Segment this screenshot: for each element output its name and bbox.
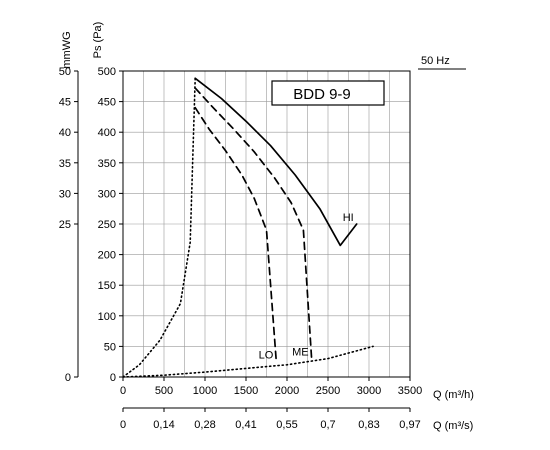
y-primary-tick-label: 350 xyxy=(98,158,116,170)
x-secondary-tick-label: 0 xyxy=(120,419,126,431)
y-primary-tick-label: 250 xyxy=(98,219,116,231)
y-primary-tick-label: 50 xyxy=(104,341,116,353)
x-primary-tick-label: 2000 xyxy=(275,385,299,397)
x-secondary-tick-label: 0,41 xyxy=(235,419,256,431)
grid-lines xyxy=(123,71,410,377)
axes: 0501001502002503003504004505000253035404… xyxy=(59,66,422,431)
system-boundary-line xyxy=(122,77,196,378)
system-boundary-line xyxy=(122,345,374,378)
x-secondary-tick-label: 0,28 xyxy=(194,419,215,431)
series-line-me xyxy=(194,87,313,360)
x-primary-tick-label: 2500 xyxy=(316,385,340,397)
y-secondary-tick-label: 45 xyxy=(59,97,71,109)
chart-title: BDD 9-9 xyxy=(293,86,351,103)
x-secondary-tick-label: 0,97 xyxy=(399,419,420,431)
y-primary-tick-label: 500 xyxy=(98,66,116,78)
y-secondary-tick-label: 25 xyxy=(59,219,71,231)
x-primary-tick-label: 1000 xyxy=(193,385,217,397)
series-label-lo: LO xyxy=(259,350,274,362)
series-label-hi: HI xyxy=(343,212,354,224)
x-secondary-axis-label: Q (m³/s) xyxy=(433,420,473,432)
x-secondary-tick-label: 0,14 xyxy=(153,419,174,431)
y-primary-tick-label: 200 xyxy=(98,250,116,262)
y-secondary-tick-label: 35 xyxy=(59,158,71,170)
x-primary-axis-label: Q (m³/h) xyxy=(433,389,474,401)
x-primary-tick-label: 500 xyxy=(155,385,173,397)
x-primary-tick-label: 3500 xyxy=(398,385,422,397)
y-secondary-axis-label: mmWG xyxy=(61,31,73,68)
model-title-box xyxy=(271,80,385,106)
y-primary-tick-label: 0 xyxy=(110,372,116,384)
y-primary-axis-label: Ps (Pa) xyxy=(92,22,104,59)
series-labels: HI ME LO xyxy=(259,212,354,362)
y-secondary-tick-label: 50 xyxy=(59,66,71,78)
y-secondary-tick-label: 30 xyxy=(59,188,71,200)
x-primary-tick-label: 1500 xyxy=(234,385,258,397)
y-primary-tick-label: 300 xyxy=(98,188,116,200)
series-line-lo xyxy=(194,106,278,363)
y-primary-tick-label: 100 xyxy=(98,311,116,323)
x-secondary-tick-label: 0,55 xyxy=(276,419,297,431)
y-primary-tick-label: 150 xyxy=(98,280,116,292)
y-secondary-tick-label: 40 xyxy=(59,127,71,139)
series-label-me: ME xyxy=(292,347,309,359)
x-secondary-tick-label: 0,83 xyxy=(358,419,379,431)
x-primary-tick-label: 0 xyxy=(120,385,126,397)
x-primary-tick-label: 3000 xyxy=(357,385,381,397)
y-primary-tick-label: 450 xyxy=(98,97,116,109)
series-line-hi xyxy=(194,77,358,247)
y-secondary-tick-label: 0 xyxy=(65,372,71,384)
y-primary-tick-label: 400 xyxy=(98,127,116,139)
series-group xyxy=(122,77,374,378)
x-secondary-tick-label: 0,7 xyxy=(320,419,335,431)
frequency-label: 50 Hz xyxy=(421,55,450,67)
